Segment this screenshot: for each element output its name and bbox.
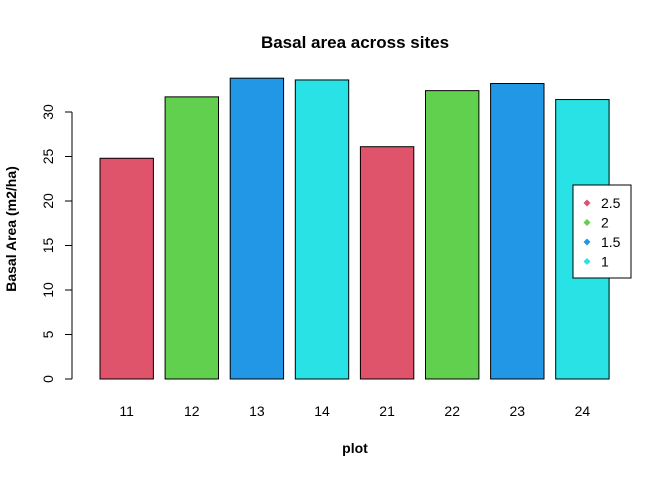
x-tick-label: 11: [119, 403, 134, 419]
bar-13: [229, 77, 285, 380]
y-axis: 0 5 10 15 20 25 30: [40, 104, 73, 383]
legend-swatch: [583, 258, 591, 265]
bar-22: [425, 90, 480, 380]
legend-swatch: [583, 219, 591, 226]
legend: 2.5 2 1.5 1: [572, 184, 632, 279]
bar-14: [294, 79, 350, 380]
y-tick-label: 0: [40, 375, 56, 383]
y-tick-label: 25: [40, 149, 56, 165]
chart-title: Basal area across sites: [261, 33, 449, 52]
x-tick-label: 13: [249, 403, 265, 419]
x-tick-labels: 11 12 13 14 21 22 23 24: [119, 403, 590, 419]
y-tick-label: 30: [40, 104, 56, 120]
x-tick-label: 12: [184, 403, 200, 419]
x-tick-label: 24: [575, 403, 591, 419]
x-tick-label: 21: [379, 403, 395, 419]
legend-swatch: [583, 199, 591, 207]
legend-swatch: [583, 238, 591, 246]
bar-12: [164, 96, 220, 380]
y-tick-label: 5: [40, 330, 56, 338]
legend-label: 2: [601, 215, 609, 231]
legend-box: [572, 184, 632, 279]
y-tick-label: 20: [40, 193, 56, 209]
x-axis-label: plot: [342, 440, 368, 456]
x-tick-label: 14: [314, 403, 330, 419]
bar-21: [359, 146, 415, 380]
x-tick-label: 22: [444, 403, 460, 419]
legend-label: 1.5: [601, 234, 621, 250]
bar-23: [490, 83, 545, 380]
x-tick-label: 23: [510, 403, 526, 419]
legend-label: 2.5: [601, 195, 621, 211]
legend-label: 1: [601, 254, 609, 270]
bars: [99, 77, 610, 380]
bar-11: [99, 157, 154, 380]
y-tick-label: 10: [40, 282, 56, 298]
y-tick-label: 15: [40, 238, 56, 254]
y-axis-label: Basal Area (m2/ha): [3, 166, 19, 292]
